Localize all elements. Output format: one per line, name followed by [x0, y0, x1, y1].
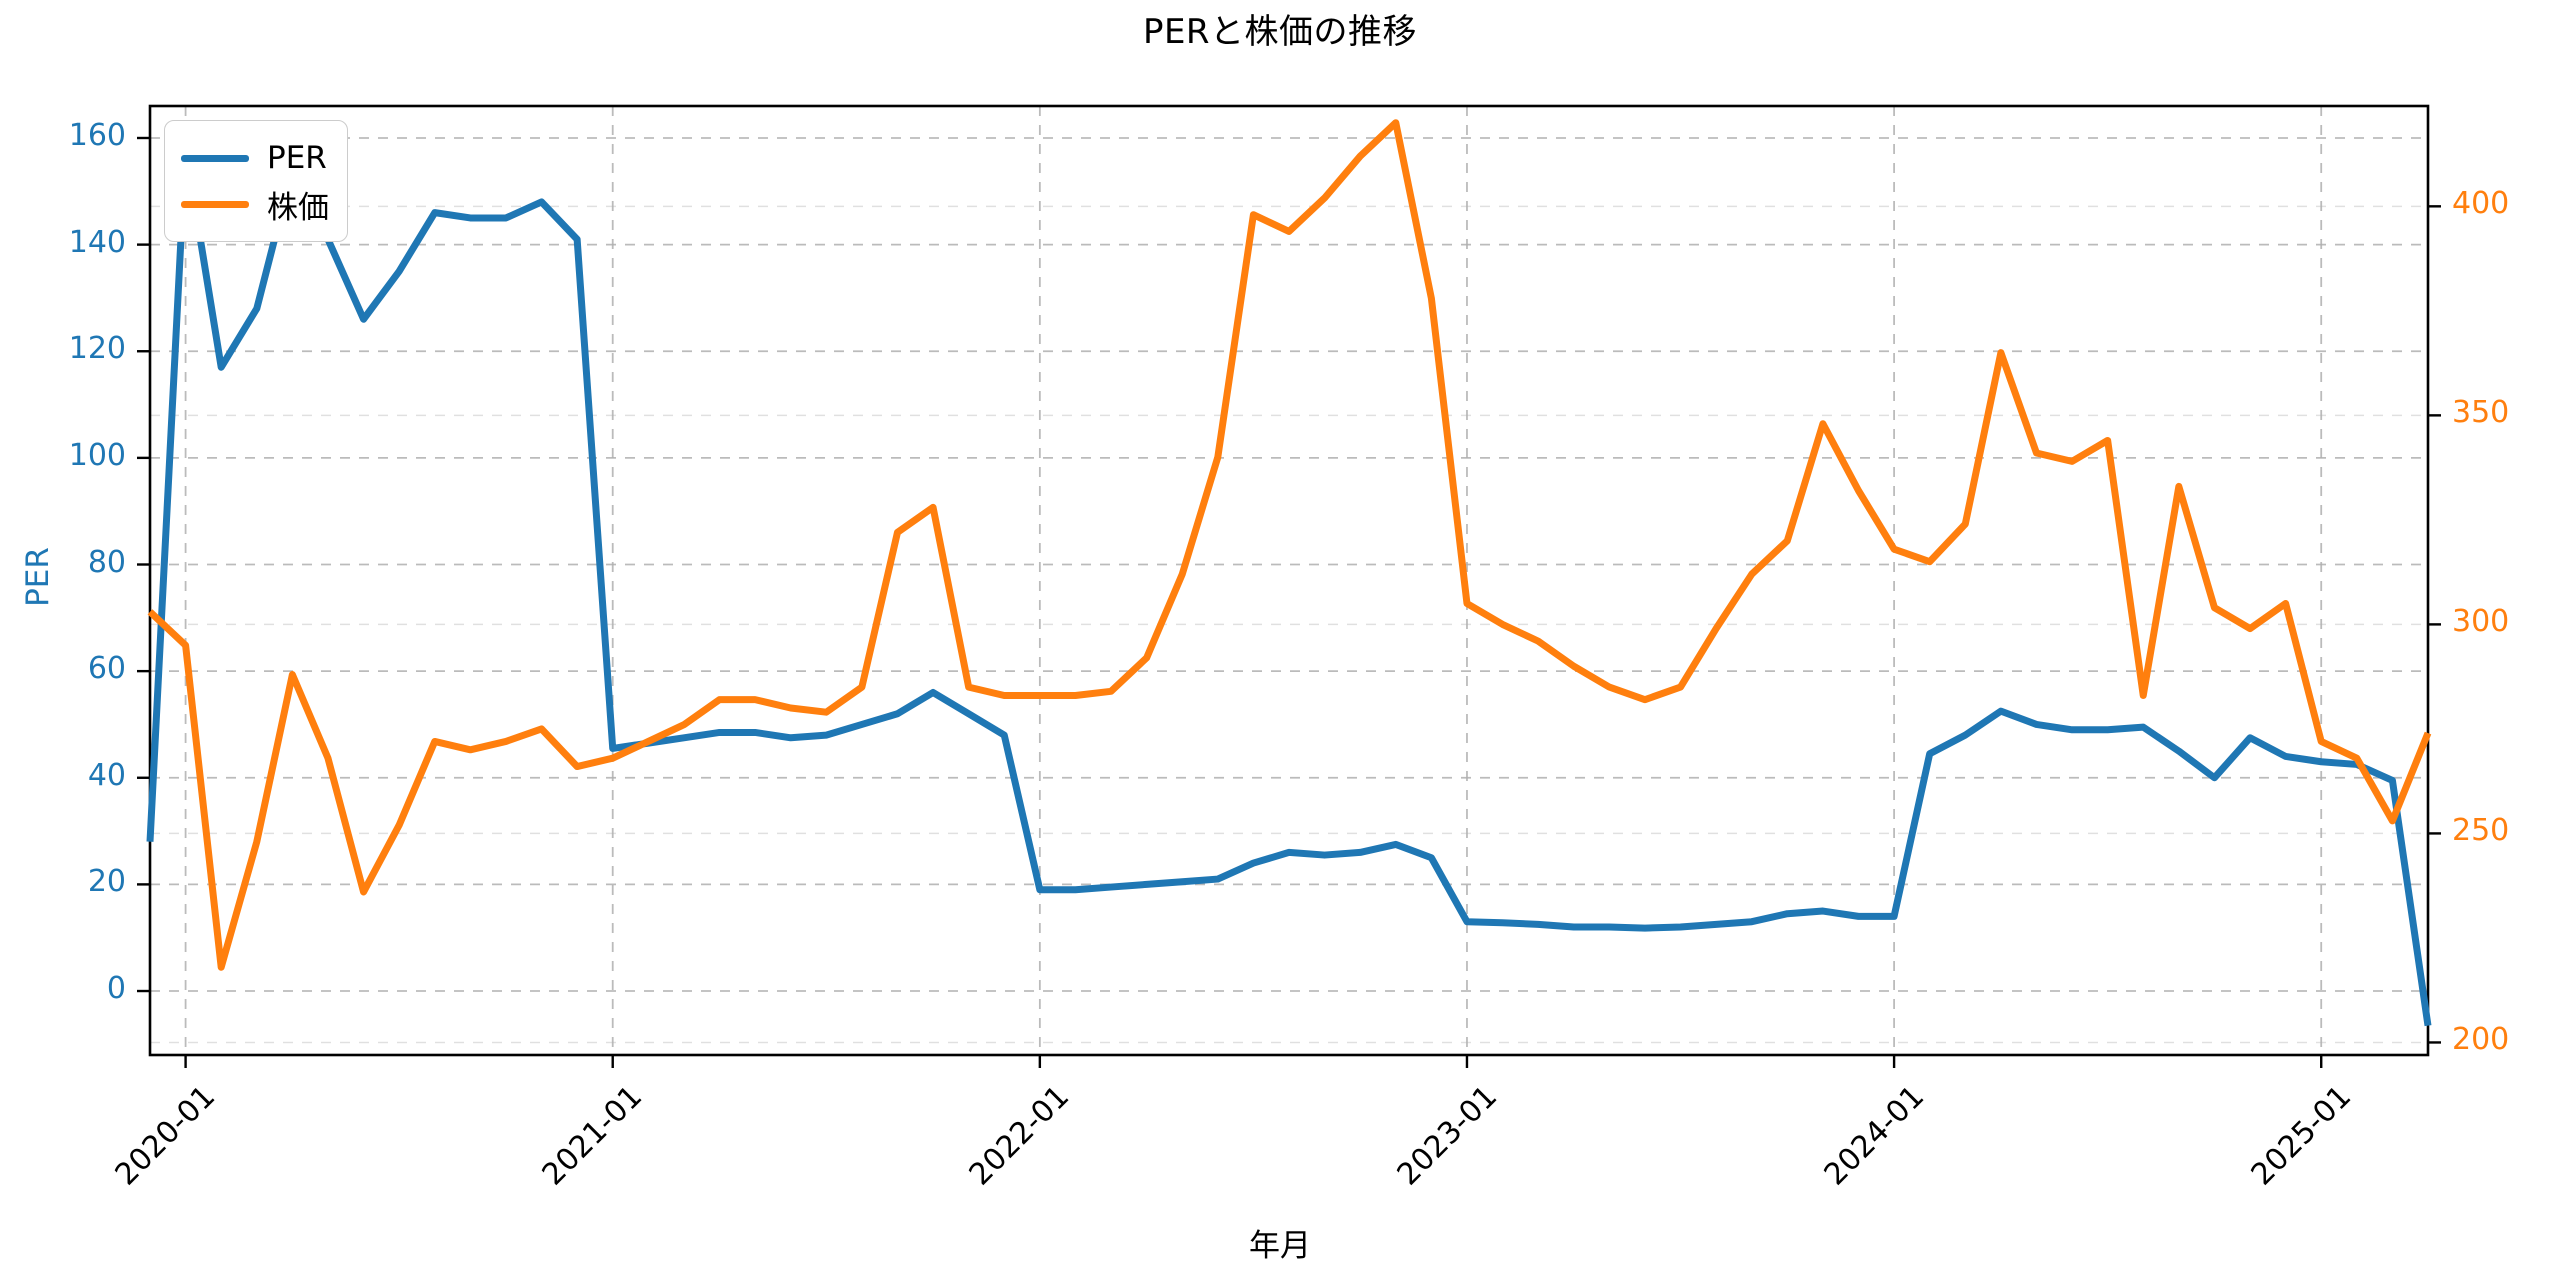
y-left-tick-100: 100 — [68, 437, 126, 473]
legend-label-kabuka: 株価 — [267, 189, 329, 226]
y-right-tick-300: 300 — [2452, 604, 2510, 640]
legend-item-per: PER — [181, 135, 329, 181]
y-left-tick-0: 0 — [106, 971, 126, 1007]
legend: PER 株価 — [164, 120, 348, 242]
y-left-tick-60: 60 — [87, 651, 126, 687]
y-right-tick-250: 250 — [2452, 813, 2510, 849]
y-left-tick-120: 120 — [68, 331, 126, 367]
tick-marks — [137, 136, 2441, 1068]
y-left-tick-160: 160 — [68, 117, 126, 153]
y-left-tick-20: 20 — [87, 864, 126, 900]
series-lines — [146, 119, 2432, 1027]
series-line-PER — [146, 145, 2432, 1027]
y-left-tick-80: 80 — [87, 544, 126, 580]
legend-item-kabuka: 株価 — [181, 181, 329, 227]
page-title: PERと株価の推移 — [1142, 12, 1418, 52]
gridlines — [150, 106, 2428, 1055]
y-right-tick-200: 200 — [2452, 1022, 2510, 1058]
legend-swatch-per — [181, 154, 249, 162]
plot-frame — [148, 104, 2430, 1057]
legend-swatch-kabuka — [181, 200, 249, 208]
y-axis-left-label: PER — [19, 546, 56, 607]
legend-label-per: PER — [267, 140, 327, 176]
x-axis-label: 年月 — [1249, 1228, 1311, 1264]
y-right-tick-400: 400 — [2452, 186, 2510, 222]
y-left-tick-40: 40 — [87, 757, 126, 793]
series-line-株価 — [147, 119, 2432, 971]
y-left-tick-140: 140 — [68, 224, 126, 260]
y-right-tick-350: 350 — [2452, 395, 2510, 431]
